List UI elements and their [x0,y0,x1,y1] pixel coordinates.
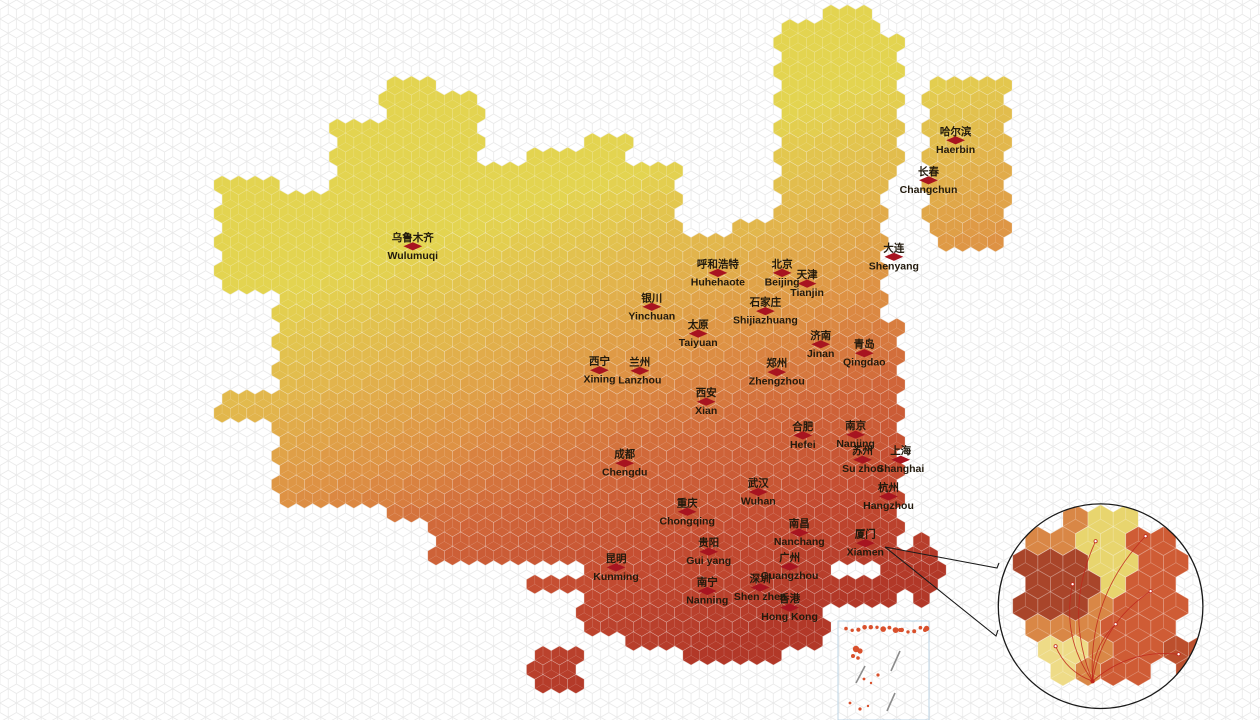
svg-text:Gui yang: Gui yang [686,555,731,567]
svg-text:上海: 上海 [890,444,911,457]
svg-text:石家庄: 石家庄 [749,296,782,309]
svg-text:西安: 西安 [696,386,717,399]
svg-text:Nanchang: Nanchang [774,536,825,548]
svg-text:Changchun: Changchun [900,184,958,196]
svg-text:哈尔滨: 哈尔滨 [940,125,972,138]
svg-text:Yinchuan: Yinchuan [628,310,675,322]
svg-text:济南: 济南 [810,329,831,342]
svg-text:Shijiazhuang: Shijiazhuang [733,315,798,327]
svg-text:杭州: 杭州 [878,481,899,494]
svg-text:呼和浩特: 呼和浩特 [697,257,739,270]
svg-text:苏州: 苏州 [852,444,873,457]
svg-text:Shenyang: Shenyang [869,260,919,272]
svg-text:Huhehaote: Huhehaote [691,276,745,288]
svg-text:Zhengzhou: Zhengzhou [749,376,805,388]
svg-text:Hong Kong: Hong Kong [761,611,818,623]
svg-text:南昌: 南昌 [789,517,810,530]
svg-text:兰州: 兰州 [629,355,650,368]
svg-text:乌鲁木齐: 乌鲁木齐 [392,231,434,244]
svg-text:天津: 天津 [797,268,818,281]
svg-text:重庆: 重庆 [677,496,698,509]
svg-text:贵阳: 贵阳 [698,536,719,549]
svg-text:合肥: 合肥 [791,420,813,433]
svg-text:Lanzhou: Lanzhou [618,374,661,386]
svg-text:昆明: 昆明 [606,553,627,565]
svg-text:北京: 北京 [772,257,793,270]
svg-text:Kunming: Kunming [593,571,639,583]
svg-text:成都: 成都 [614,448,635,461]
svg-text:Hefei: Hefei [790,439,816,451]
svg-text:大连: 大连 [883,241,904,254]
svg-text:郑州: 郑州 [766,357,787,370]
svg-text:Tianjin: Tianjin [790,287,824,299]
svg-text:Xian: Xian [695,405,717,417]
svg-text:深圳: 深圳 [750,572,771,585]
svg-text:南京: 南京 [845,419,866,432]
svg-text:Chongqing: Chongqing [659,515,714,527]
svg-text:Shanghai: Shanghai [877,463,924,475]
svg-text:Qingdao: Qingdao [843,357,886,369]
svg-text:南宁: 南宁 [697,576,718,589]
svg-text:广州: 广州 [779,551,800,564]
svg-text:西宁: 西宁 [589,355,610,368]
svg-text:香港: 香港 [778,592,800,605]
svg-text:Nanning: Nanning [686,595,728,607]
svg-text:厦门: 厦门 [855,528,876,541]
svg-text:青岛: 青岛 [854,338,875,351]
svg-text:Wuhan: Wuhan [741,496,776,508]
svg-text:Chengdu: Chengdu [602,467,648,479]
svg-text:银川: 银川 [641,291,662,304]
svg-text:Hangzhou: Hangzhou [863,500,914,512]
svg-text:Haerbin: Haerbin [936,144,975,156]
svg-text:Xiamen: Xiamen [847,547,884,559]
svg-text:Taiyuan: Taiyuan [679,337,718,349]
svg-text:武汉: 武汉 [748,477,769,490]
svg-text:长春: 长春 [918,165,939,178]
svg-text:太原: 太原 [687,318,709,331]
svg-text:Jinan: Jinan [807,348,834,360]
svg-text:Xining: Xining [583,374,615,386]
svg-text:Wulumuqi: Wulumuqi [388,250,439,262]
